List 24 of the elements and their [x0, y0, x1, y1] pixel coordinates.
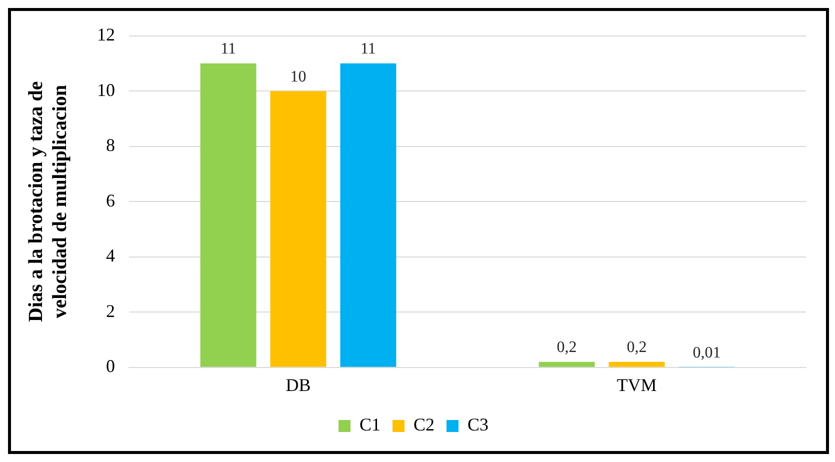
bar	[538, 362, 595, 367]
data-label: 0,2	[556, 339, 577, 356]
data-label: 10	[290, 68, 306, 86]
y-tick-label: 0	[106, 356, 115, 376]
bar	[608, 362, 665, 367]
x-tick-label: TVM	[616, 374, 657, 395]
legend-label: C2	[413, 414, 435, 435]
x-tick-label: DB	[286, 374, 311, 395]
y-tick-label: 12	[97, 24, 115, 45]
bar	[200, 63, 256, 367]
bar	[270, 91, 326, 367]
y-tick-label: 4	[106, 246, 115, 266]
y-tick-label: 8	[106, 135, 115, 156]
data-label: 0,01	[692, 344, 721, 362]
legend-label: C1	[359, 414, 381, 435]
y-tick-label: 10	[97, 80, 115, 100]
y-axis-title: Dias a la brotacion y taza de velocidad de multiplicacion	[25, 81, 72, 322]
data-label: 11	[360, 40, 376, 58]
y-tick-label: 2	[106, 300, 115, 321]
bar	[340, 63, 396, 367]
y-tick-label: 6	[106, 190, 115, 210]
data-label: 0,2	[626, 339, 647, 356]
data-label: 11	[220, 40, 236, 58]
legend-label: C3	[468, 414, 489, 435]
